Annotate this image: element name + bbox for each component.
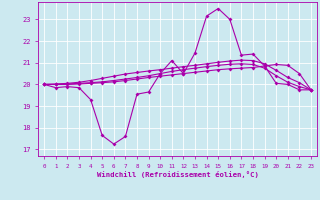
X-axis label: Windchill (Refroidissement éolien,°C): Windchill (Refroidissement éolien,°C) <box>97 171 259 178</box>
